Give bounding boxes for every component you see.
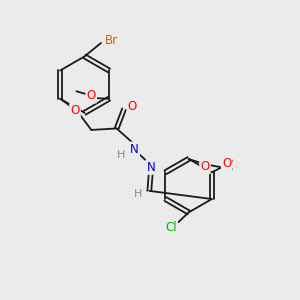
Text: N: N (146, 160, 155, 174)
Text: Br: Br (105, 34, 118, 46)
Text: H: H (117, 150, 125, 160)
Text: O: O (200, 160, 210, 173)
Text: O: O (87, 89, 96, 102)
Text: O: O (70, 104, 80, 117)
Text: N: N (130, 143, 139, 156)
Text: O: O (222, 157, 231, 170)
Text: O: O (128, 100, 137, 113)
Text: H: H (134, 189, 142, 200)
Text: Cl: Cl (165, 221, 177, 234)
